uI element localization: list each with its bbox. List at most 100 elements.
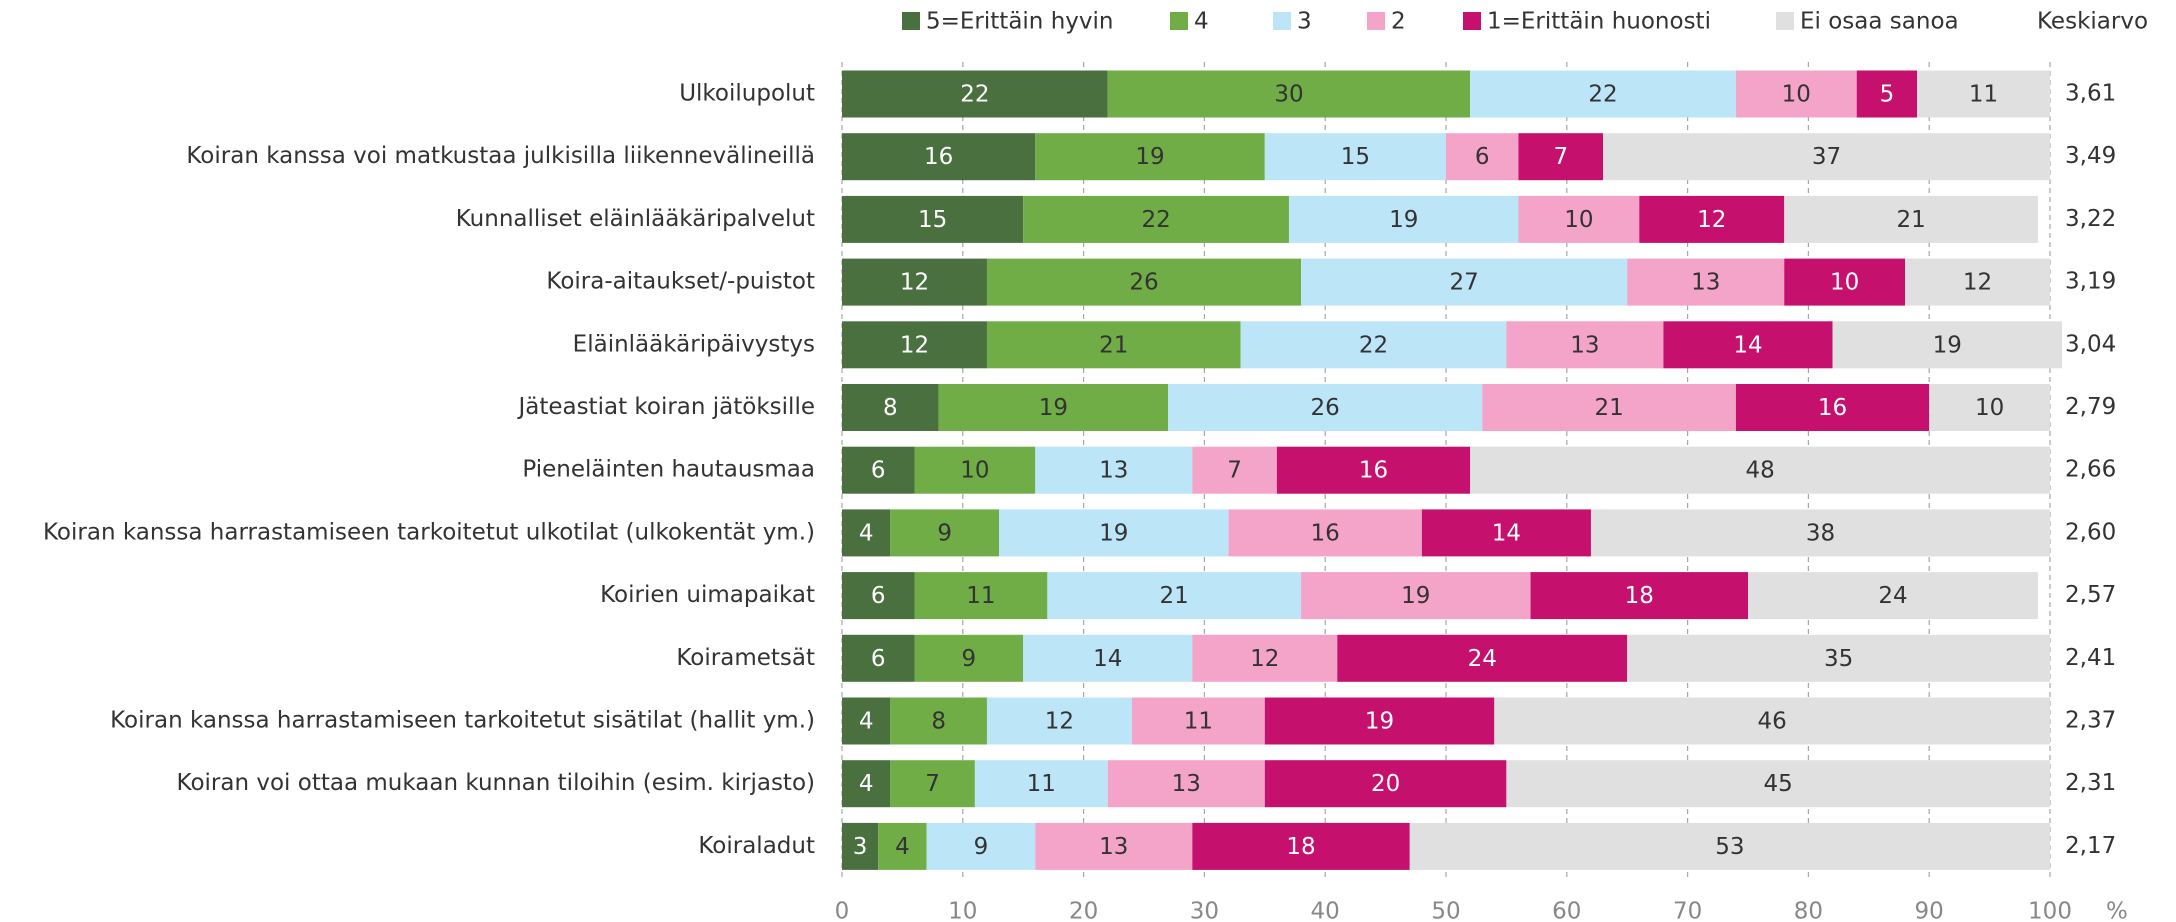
x-tick-label: 0 [835,899,850,922]
bar-segment [1506,760,2050,808]
bar-segment [1530,572,1748,620]
bar-segment [1929,384,2050,431]
x-tick-label: 70 [1673,899,1702,922]
bar-segment [1107,760,1265,808]
bar-segment [914,446,1036,494]
data-label: 38 [1806,520,1835,546]
data-label: 16 [1818,395,1847,421]
x-tick-label: 60 [1552,899,1581,922]
data-label: 14 [1093,646,1122,672]
data-label: 22 [960,82,989,108]
bar-segment [890,697,987,745]
average-label: 2,41 [2065,645,2116,671]
category-label: Koira-aitaukset/-puistot [546,269,815,295]
data-label: 12 [1697,207,1726,233]
data-label: 13 [1099,458,1128,484]
bar-segment [842,133,1036,181]
bar-segment [1264,133,1446,181]
data-label: 8 [883,395,898,421]
data-label: 26 [1129,270,1158,296]
bar-segment [1192,446,1277,494]
data-label: 48 [1745,458,1774,484]
bar-segment [1192,634,1338,682]
bar-segment [1506,321,1664,369]
bar-segment [1107,70,1471,118]
data-label: 9 [962,646,977,672]
data-label: 4 [895,834,910,860]
bar-segment [1905,258,2050,306]
data-label: 14 [1733,332,1762,358]
legend-label: 5=Erittäin hyvin [926,9,1113,35]
bar-segment [1627,634,2050,682]
bar-segment [1784,258,1906,306]
bar-segment [842,822,879,870]
data-label: 19 [1099,520,1128,546]
x-tick-label: 40 [1311,899,1340,922]
data-label: 10 [1830,270,1859,296]
data-label: 12 [1963,270,1992,296]
category-label: Pieneläinten hautausmaa [522,457,815,483]
bar-segment [1639,195,1785,243]
bar-segment [1023,195,1289,243]
x-tick-label: 80 [1794,899,1823,922]
average-label: 2,17 [2065,833,2116,859]
bar-segment [986,258,1302,306]
data-label: 24 [1878,583,1907,609]
bar-segment [1470,70,1736,118]
data-label: 37 [1812,144,1841,170]
average-label: 3,19 [2065,269,2116,295]
category-label: Koiran kanssa harrastamiseen tarkoitetut… [43,519,815,545]
data-label: 19 [1933,332,1962,358]
data-label: 30 [1274,82,1303,108]
bar-segment [1192,822,1410,870]
category-label: Ulkoilupolut [679,81,815,107]
bar-segment [890,509,1000,557]
bar-segment [1421,509,1591,557]
data-label: 6 [871,583,886,609]
bar-segment [1264,760,1507,808]
data-label: 7 [1553,144,1568,170]
data-label: 13 [1570,332,1599,358]
bar-segment [914,634,1024,682]
data-label: 19 [1135,144,1164,170]
legend-swatch [1776,12,1794,30]
data-label: 46 [1758,709,1787,735]
data-label: 45 [1764,771,1793,797]
bar-segment [926,822,1036,870]
bar-segment [1735,384,1930,431]
average-label: 2,79 [2065,394,2116,420]
bar-segment [938,384,1169,431]
data-label: 11 [1184,709,1213,735]
data-label: 12 [900,270,929,296]
data-label: 6 [871,458,886,484]
data-label: 13 [1691,270,1720,296]
data-label: 21 [1896,207,1925,233]
legend-swatch [1170,12,1188,30]
data-label: 22 [1141,207,1170,233]
data-label: 22 [1588,82,1617,108]
average-label: 3,61 [2065,81,2116,107]
data-label: 6 [1475,144,1490,170]
data-label: 18 [1286,834,1315,860]
bar-segment [842,509,891,557]
data-label: 11 [966,583,995,609]
bar-segment [1784,195,2038,243]
bar-segment [1482,384,1736,431]
bar-segment [890,760,975,808]
x-tick-label: 10 [948,899,977,922]
category-label: Jäteastiat koiran jätöksille [516,394,815,420]
data-label: 14 [1492,520,1521,546]
legend-swatch [1367,12,1385,30]
bar-segment [1470,446,2050,494]
bar-segment [1494,697,2050,745]
data-label: 35 [1824,646,1853,672]
data-label: 53 [1715,834,1744,860]
bar-segment [842,258,987,306]
bar-segment [1663,321,1833,369]
x-tick-label: 100 [2028,899,2072,922]
bar-segment [1168,384,1483,431]
data-label: 8 [931,709,946,735]
legend-label: 1=Erittäin huonosti [1487,9,1711,35]
bar-segment [974,760,1108,808]
x-tick-label: 90 [1915,899,1944,922]
